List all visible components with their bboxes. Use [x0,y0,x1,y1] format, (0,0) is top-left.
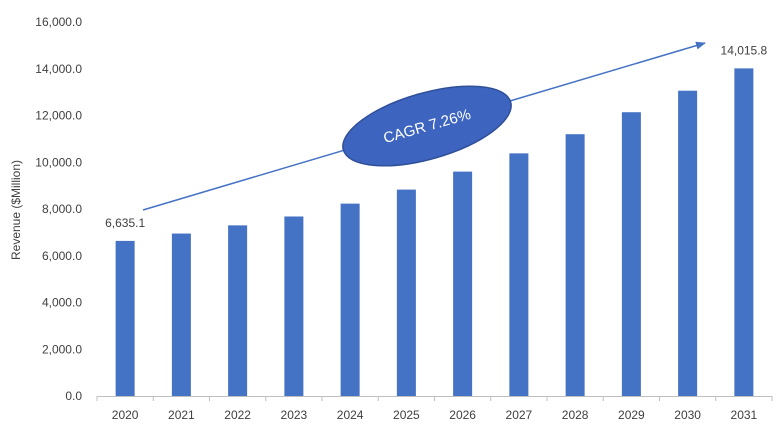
x-tick-label: 2026 [449,408,476,422]
x-tick-label: 2025 [393,408,420,422]
x-tick-label: 2028 [562,408,589,422]
x-tick-label: 2024 [337,408,364,422]
bar-2020 [115,240,135,396]
x-tick-label: 2031 [731,408,758,422]
y-tick-label: 14,000.0 [35,62,82,76]
bar-2029 [621,112,641,396]
y-tick-label: 16,000.0 [35,15,82,29]
x-tick-label: 2020 [112,408,139,422]
y-tick-label: 10,000.0 [35,155,82,169]
bar-2030 [678,90,698,396]
cagr-ellipse [342,85,512,167]
x-tick-label: 2023 [281,408,308,422]
bar-2031 [734,68,754,396]
x-tick-label: 2027 [506,408,533,422]
bars [115,68,754,396]
y-tick-label: 8,000.0 [42,202,82,216]
y-tick-label: 2,000.0 [42,342,82,356]
x-tick-label: 2022 [224,408,251,422]
data-label-2031: 14,015.8 [721,43,768,57]
bar-2022 [228,225,248,396]
y-tick-label: 4,000.0 [42,296,82,310]
data-labels: 6,635.1 14,015.8 [105,43,767,230]
bar-2021 [171,233,191,396]
x-tick-label: 2030 [674,408,701,422]
bar-2023 [284,216,304,396]
y-tick-label: 12,000.0 [35,109,82,123]
bar-2028 [565,134,585,396]
bar-2025 [396,189,416,396]
x-tick-label: 2029 [618,408,645,422]
x-tick-label: 2021 [168,408,195,422]
x-axis-ticks: 2020 2021 2022 2023 2024 2025 2026 2027 2028 2029… [96,396,773,422]
y-axis-ticks: 0.0 2,000.0 4,000.0 6,000.0 8,000.0 10,000.0 1… [35,15,82,403]
y-axis-title: Revenue ($Million) [9,160,23,260]
bar-2024 [340,203,360,396]
bar-2027 [509,153,529,396]
bar-2026 [453,171,473,396]
data-label-2020: 6,635.1 [105,216,145,230]
y-tick-label: 0.0 [65,389,82,403]
y-tick-label: 6,000.0 [42,249,82,263]
cagr-annotation: CAGR 7.26% [342,85,512,167]
